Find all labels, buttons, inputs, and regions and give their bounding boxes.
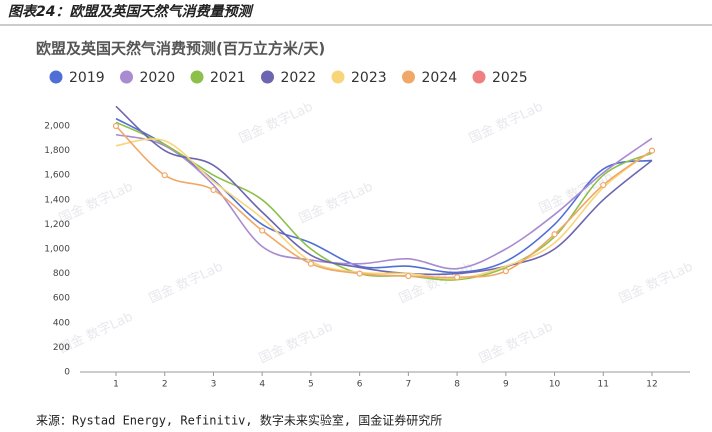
data-point <box>356 270 363 277</box>
series-line <box>115 105 653 276</box>
watermark: 国金 数字Lab <box>466 99 545 147</box>
x-tick-label: 1 <box>113 380 119 390</box>
data-point <box>600 181 607 189</box>
y-tick-label: 1,000 <box>44 245 70 255</box>
source-note: 来源：Rystad Energy, Refinitiv, 数字未来实验室, 国金… <box>36 413 442 428</box>
x-tick-label: 2 <box>162 380 168 390</box>
x-tick-label: 9 <box>503 380 509 390</box>
y-tick-label: 1,800 <box>44 146 70 156</box>
x-tick-label: 12 <box>646 380 657 390</box>
y-tick-label: 1,200 <box>44 220 70 230</box>
y-tick-label: 400 <box>53 318 70 328</box>
data-point <box>210 186 217 194</box>
legend-label: 2023 <box>351 70 387 86</box>
watermark: 国金 数字Lab <box>236 99 315 147</box>
watermark: 国金 数字Lab <box>146 259 225 307</box>
watermark: 国金 数字Lab <box>296 179 375 227</box>
legend-label: 2019 <box>69 70 105 86</box>
y-tick-label: 1,600 <box>44 171 70 181</box>
data-point <box>307 260 315 267</box>
legend-swatch <box>261 70 274 84</box>
x-tick-label: 3 <box>211 380 217 390</box>
data-point <box>502 268 509 275</box>
watermark: 国金 数字Lab <box>256 319 335 367</box>
x-tick-label: 5 <box>308 380 314 390</box>
series-line <box>115 133 653 270</box>
series-line <box>115 138 653 280</box>
y-tick-label: 0 <box>64 368 70 378</box>
legend-label: 2020 <box>140 70 176 86</box>
legend-swatch <box>49 70 63 84</box>
data-point <box>648 147 656 154</box>
y-tick-label: 800 <box>53 269 70 279</box>
data-point <box>405 272 412 280</box>
legend-swatch <box>120 70 133 84</box>
figure-caption: 图表24：欧盟及英国天然气消费量预测 <box>8 3 254 20</box>
x-tick-label: 6 <box>357 380 363 390</box>
data-point <box>551 231 558 238</box>
chart-title: 欧盟及英国天然气消费预测(百万立方米/天) <box>36 40 325 58</box>
legend-swatch <box>331 70 345 84</box>
data-point <box>112 122 120 130</box>
y-tick-label: 2,000 <box>44 122 70 132</box>
x-tick-label: 7 <box>405 380 411 390</box>
y-tick-label: 1,400 <box>44 195 70 205</box>
series-line <box>115 125 653 279</box>
legend-swatch <box>472 70 486 84</box>
legend-swatch <box>190 70 204 84</box>
watermark: 国金 数字Lab <box>476 319 555 367</box>
series-line <box>115 121 653 281</box>
data-point <box>161 172 168 179</box>
watermark: 国金 数字Lab <box>616 259 695 307</box>
legend-label: 2021 <box>210 70 246 86</box>
x-tick-label: 10 <box>549 380 561 390</box>
series-line <box>115 117 653 274</box>
x-tick-label: 8 <box>454 380 460 390</box>
data-point <box>259 227 266 234</box>
data-point <box>453 274 461 281</box>
legend-label: 2024 <box>422 70 458 86</box>
legend-label: 2022 <box>281 70 317 86</box>
legend-label: 2025 <box>492 70 528 86</box>
legend-swatch <box>402 70 415 84</box>
y-tick-label: 200 <box>53 343 70 353</box>
x-tick-label: 4 <box>259 380 265 390</box>
x-tick-label: 11 <box>598 380 609 390</box>
y-tick-label: 600 <box>53 294 70 304</box>
